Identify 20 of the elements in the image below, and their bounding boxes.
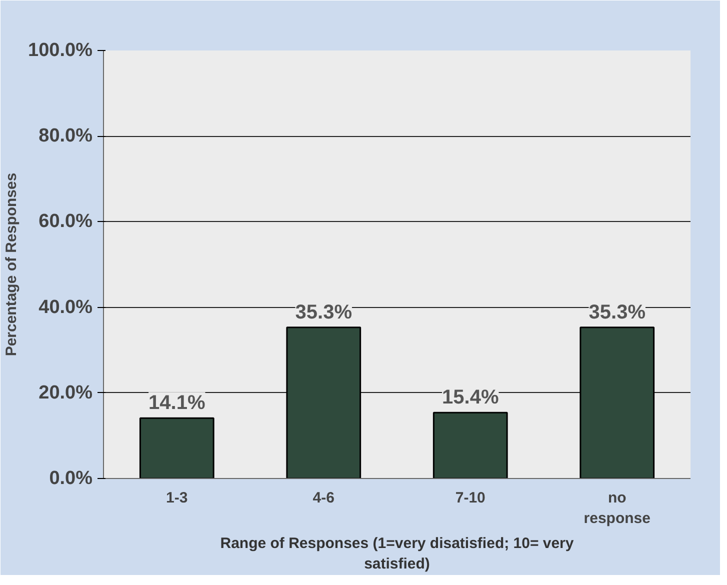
y-tick-label: 0.0% xyxy=(49,468,93,489)
x-tick-label: no response xyxy=(584,490,650,527)
x-axis-title: Range of Responses (1=very disatisfied; 10= very satisfied) xyxy=(220,534,574,572)
y-tick-label: 100.0% xyxy=(28,40,93,61)
data-label: 35.3% xyxy=(588,301,646,324)
bar xyxy=(139,417,214,478)
x-tick-label: 1-3 xyxy=(166,490,188,506)
y-axis-title: Percentage of Responses xyxy=(3,172,20,356)
bar xyxy=(580,326,655,478)
data-label: 15.4% xyxy=(442,386,499,409)
y-tick-label: 20.0% xyxy=(38,382,93,404)
y-tick-label: 40.0% xyxy=(38,296,93,318)
data-label: 35.3% xyxy=(295,301,352,324)
y-tick-label: 60.0% xyxy=(38,211,93,232)
x-tick-label: 4-6 xyxy=(312,490,334,506)
bar xyxy=(286,326,362,478)
bar xyxy=(432,412,508,478)
x-tick-label: 7-10 xyxy=(455,490,486,506)
y-tick-label: 80.0% xyxy=(38,126,93,147)
data-label: 14.1% xyxy=(148,392,206,414)
